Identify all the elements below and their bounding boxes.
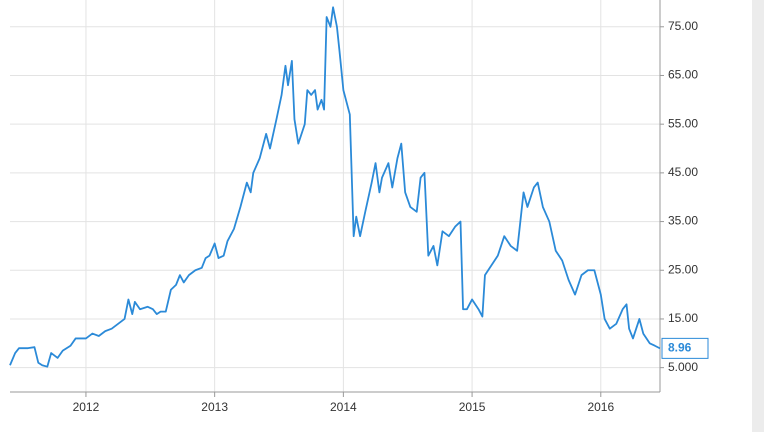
- x-tick-label: 2013: [201, 400, 228, 414]
- x-tick-label: 2016: [587, 400, 614, 414]
- y-tick-label: 75.00: [668, 19, 698, 33]
- y-tick-label: 5.000: [668, 360, 698, 374]
- y-tick-label: 15.00: [668, 311, 698, 325]
- y-tick-label: 35.00: [668, 214, 698, 228]
- y-tick-label: 65.00: [668, 68, 698, 82]
- last-value-box: [661, 337, 709, 359]
- scroll-edge: [752, 0, 764, 432]
- last-value-label: 8.96: [668, 341, 692, 355]
- y-tick-label: 45.00: [668, 165, 698, 179]
- x-tick-label: 2015: [459, 400, 486, 414]
- x-tick-label: 2012: [73, 400, 100, 414]
- y-tick-label: 25.00: [668, 262, 698, 276]
- price-line: [9, 6, 661, 368]
- x-tick-label: 2014: [330, 400, 357, 414]
- y-tick-label: 55.00: [668, 116, 698, 130]
